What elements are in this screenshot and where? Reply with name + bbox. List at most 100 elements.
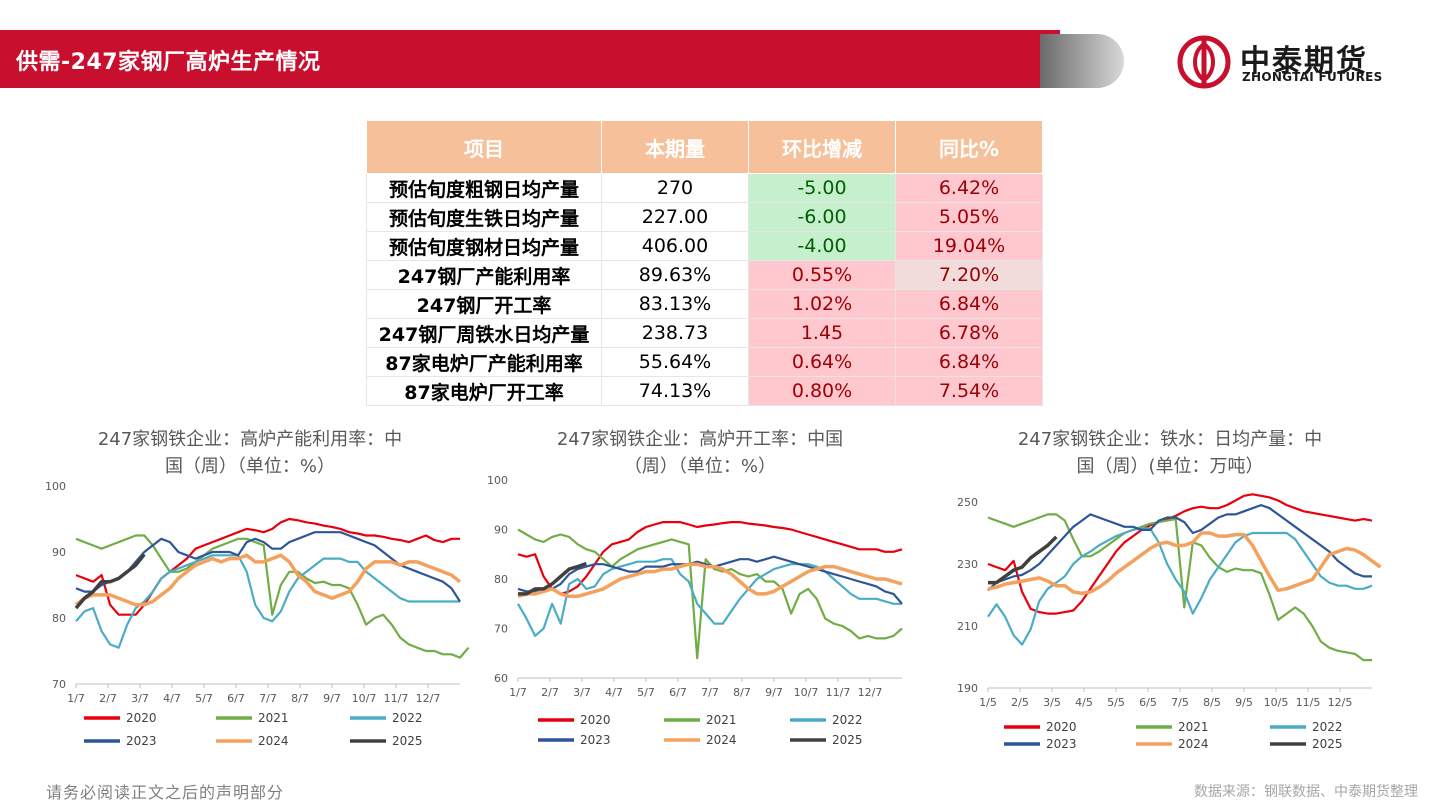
chart-utilization: 247家钢铁企业：高炉产能利用率：中 国（周）（单位：%） 70 80 90 100 1… [30,426,470,756]
legend-label-2025: 2025 [392,734,423,748]
row-label: 预估旬度粗钢日均产量 [366,173,602,203]
legend-label-2021: 2021 [1178,720,1209,734]
table-header-row: 项目 本期量 环比增减 同比% [366,120,1043,174]
current-value: 74.13% [601,376,749,406]
x-tick-label: 4/7 [163,692,181,705]
current-value: 238.73 [601,318,749,348]
x-tick-label: 10/7 [794,686,819,699]
legend-label-2024: 2024 [706,733,737,747]
row-label: 预估旬度钢材日均产量 [366,231,602,261]
x-tick-label: 5/7 [195,692,213,705]
y-tick-label: 70 [494,623,508,636]
legend-label-2024: 2024 [258,734,289,748]
yoy-change: 6.78% [895,318,1043,348]
yoy-change: 6.84% [895,289,1043,319]
series-line-2024 [517,562,903,599]
current-value: 227.00 [601,202,749,232]
legend-label-2024: 2024 [1178,737,1209,751]
current-value: 406.00 [601,231,749,261]
mom-change: -5.00 [748,173,896,203]
mom-change: 0.80% [748,376,896,406]
yoy-change: 7.20% [895,260,1043,290]
series-line-2022 [517,558,902,637]
x-tick-label: 9/7 [323,692,341,705]
x-tick-label: 10/5 [1264,696,1289,709]
series-line-2025 [74,553,146,610]
title-banner-shadow [1040,34,1124,88]
y-tick-label: 100 [487,474,508,487]
title-banner [0,30,1060,88]
series-line-2022 [987,527,1373,646]
chart-title-line1: 247家钢铁企业：铁水：日均产量：中 [1017,429,1323,450]
chart-svg: 60 70 80 90 100 1/7 2/7 3/7 4/7 5/7 6/7 7/7 8/7 9/7 10… [487,474,903,747]
x-tick-label: 1/7 [67,692,85,705]
y-tick-label: 80 [52,612,66,625]
row-label: 预估旬度生铁日均产量 [366,202,602,232]
x-tick-label: 7/7 [701,686,719,699]
row-label: 247钢厂产能利用率 [366,260,602,290]
header-current: 本期量 [601,120,749,174]
x-tick-label: 3/7 [573,686,591,699]
chart-svg: 70 80 90 100 1/7 2/7 3/7 4/7 5/7 6/7 7/7 8/7 9/7 10/7… [45,480,470,748]
legend-label-2020: 2020 [126,711,157,725]
y-tick-label: 100 [45,480,66,493]
x-tick-label: 8/7 [291,692,309,705]
mom-change: 0.64% [748,347,896,377]
data-source-text: 数据来源：钢联数据、中泰期货整理 [1194,784,1418,800]
chart-title: 247家钢铁企业：铁水：日均产量：中 国（周）(单位：万吨） [950,426,1390,480]
chart-title-line2: （周）（单位：%） [623,456,777,477]
x-tick-label: 9/7 [765,686,783,699]
series-line-2025 [518,561,587,596]
series-line-2020 [517,520,903,595]
table-row: 247钢厂产能利用率 89.63% 0.55% 7.20% [366,260,1043,290]
chart-title-line1: 247家钢铁企业：高炉开工率：中国 [556,429,844,450]
legend-label-2023: 2023 [580,733,611,747]
legend-label-2020: 2020 [580,713,611,727]
header-yoy: 同比% [895,120,1043,174]
legend-label-2021: 2021 [706,713,737,727]
series-line-2020 [987,493,1373,615]
current-value: 89.63% [601,260,749,290]
yoy-change: 7.54% [895,376,1043,406]
x-tick-label: 12/5 [1328,696,1353,709]
y-tick-label: 60 [494,672,508,685]
disclaimer-text: 请务必阅读正文之后的声明部分 [46,783,285,802]
x-tick-label: 8/5 [1203,696,1221,709]
company-logo: 中泰期货 ZHONGTAI FUTURES [1176,34,1396,89]
y-tick-label: 230 [957,558,978,571]
series-line-2024 [74,553,462,607]
current-value: 270 [601,173,749,203]
chart-title: 247家钢铁企业：高炉开工率：中国 （周）（单位：%） [480,426,920,480]
row-label: 247钢厂周铁水日均产量 [366,318,602,348]
mom-change: 1.02% [748,289,896,319]
series-line-2022 [75,554,460,649]
table-row: 预估旬度钢材日均产量 406.00 -4.00 19.04% [366,231,1043,261]
legend-label-2025: 2025 [832,733,863,747]
y-tick-label: 250 [957,496,978,509]
table-row: 预估旬度粗钢日均产量 270 -5.00 6.42% [366,173,1043,203]
yoy-change: 6.42% [895,173,1043,203]
mom-change: 1.45 [748,318,896,348]
x-tick-label: 6/7 [669,686,687,699]
x-tick-label: 7/5 [1171,696,1189,709]
chart-title: 247家钢铁企业：高炉产能利用率：中 国（周）（单位：%） [30,426,470,480]
x-tick-label: 2/7 [541,686,559,699]
chart-operating-rate: 247家钢铁企业：高炉开工率：中国 （周）（单位：%） 60 70 80 90 100 1… [480,426,920,756]
legend-label-2021: 2021 [258,711,289,725]
series-line-2020 [75,517,460,616]
x-tick-label: 10/7 [352,692,377,705]
current-value: 55.64% [601,347,749,377]
logo-cn-text: 中泰期货 [1240,44,1368,79]
x-tick-label: 7/7 [259,692,277,705]
header-mom: 环比增减 [748,120,896,174]
yoy-change: 5.05% [895,202,1043,232]
current-value: 83.13% [601,289,749,319]
y-tick-label: 90 [52,546,66,559]
x-tick-label: 8/7 [733,686,751,699]
mom-change: 0.55% [748,260,896,290]
summary-table: 项目 本期量 环比增减 同比% 预估旬度粗钢日均产量 270 -5.00 6.42% 预… [366,120,1043,406]
mom-change: -6.00 [748,202,896,232]
table-row: 87家电炉厂开工率 74.13% 0.80% 7.54% [366,376,1043,406]
legend-label-2022: 2022 [1312,720,1343,734]
x-tick-label: 5/7 [637,686,655,699]
